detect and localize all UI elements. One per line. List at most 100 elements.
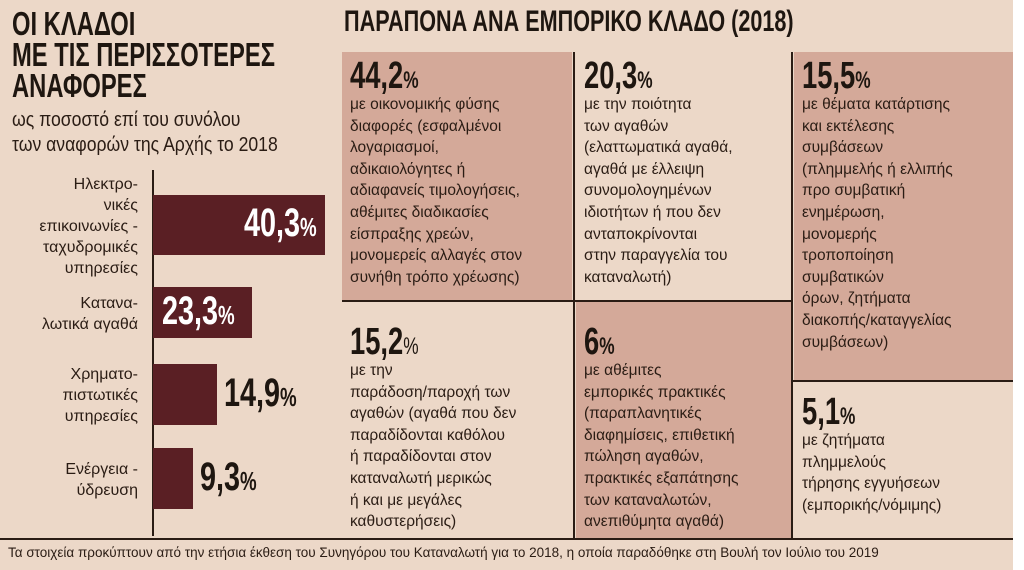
bar	[153, 448, 193, 509]
data-label: 23,3%	[162, 288, 235, 333]
category-line: υπηρεσίες	[64, 408, 138, 425]
description-line: με την	[350, 362, 393, 379]
description-line: (εμπορικής/νόμιμης)	[802, 496, 942, 514]
category-line: νικές	[103, 196, 138, 214]
complaint-description: με αθέμιτες εμπορικές πρακτικές (παραπλανη…	[584, 360, 792, 533]
description-line: στην παραγγελία του	[584, 247, 728, 265]
description-line: αγαθών (αγαθά που δεν	[350, 405, 517, 423]
chart-subtitle: ως ποσοστό επί του συνόλου των αναφορών …	[12, 108, 278, 158]
description-line: συμβατικών	[802, 268, 884, 286]
description-line: των αγαθών	[584, 117, 669, 135]
complaint-percentage: 44,2%	[350, 55, 419, 97]
description-line: ανταποκρίνονται	[584, 225, 698, 243]
data-label: 9,3%	[199, 454, 257, 499]
description-line: ή παραδίδονται στον	[350, 448, 492, 466]
description-line: των καταναλωτών,	[584, 491, 712, 509]
description-line: και εκτέλεσης	[802, 117, 895, 135]
complaint-box: 20,3% με την ποιότητα των αγαθών (ελαττωματ…	[576, 52, 790, 300]
category-line: επικοινωνίες -	[39, 217, 138, 235]
description-line: συμβάσεων)	[802, 333, 889, 351]
description-line: (πλημμελής ή ελλιπής	[802, 160, 953, 178]
category-line: Ενέργεια -	[65, 460, 138, 478]
description-line: αθέμιτες διαδικασίες	[350, 203, 489, 221]
description-line: με ζητήματα	[802, 432, 885, 449]
description-line: (ελαττωματικά αγαθά,	[584, 139, 733, 157]
description-line: ενημέρωση,	[802, 203, 885, 221]
category-line: Κατανα-	[80, 294, 138, 312]
description-line: αδιαφανείς τιμολογήσεις,	[350, 182, 520, 200]
description-line: συμβάσεων	[802, 139, 884, 157]
data-label: 40,3%	[244, 201, 317, 245]
complaint-percentage: 15,2%	[350, 321, 419, 363]
complaint-box: 15,5% με θέματα κατάρτισης και εκτέλεσης συ…	[794, 52, 1013, 380]
category-line: πιστωτικές	[62, 387, 138, 404]
bar	[153, 195, 326, 255]
description-line: πώληση αγαθών,	[584, 448, 704, 466]
description-line: τροποποίηση	[802, 247, 894, 265]
description-line: εμπορικές πρακτικές	[584, 383, 726, 401]
complaint-box: 15,2% με την παράδοση/παροχή των αγαθών (αγ…	[342, 302, 574, 538]
complaint-description: με οικονομικής φύσης διαφορές (εσφαλμένοι…	[350, 94, 572, 288]
divider	[342, 300, 792, 302]
complaint-description: με την παράδοση/παροχή των αγαθών (αγαθά π…	[350, 360, 574, 533]
title-line: ΟΙ ΚΛΑΔΟΙ	[12, 5, 136, 42]
description-line: πρακτικές εξαπάτησης	[584, 469, 739, 487]
description-line: (παραπλανητικές	[584, 405, 702, 423]
title-line: ΜΕ ΤΙΣ ΠΕΡΙΣΣΟΤΕΡΕΣ	[12, 36, 275, 73]
subtitle-line: ως ποσοστό επί του συνόλου	[12, 109, 241, 131]
title-line: ΑΝΑΦΟΡΕΣ	[12, 67, 147, 104]
divider	[791, 52, 793, 540]
description-line: είσπραξης χρεών,	[350, 225, 474, 243]
description-line: ανεπιθύμητα αγαθά)	[584, 513, 724, 531]
category-label: Ενέργεια - ύδρευση	[65, 459, 138, 501]
description-line: ή και με μεγάλες	[350, 491, 463, 509]
complaint-percentage: 6%	[584, 321, 615, 363]
category-line: υπηρεσίες	[64, 259, 138, 277]
category-line: λωτικά αγαθά	[41, 315, 138, 333]
category-label: Κατανα-λωτικά αγαθά	[42, 293, 138, 335]
description-line: καθυστερήσεις)	[350, 513, 457, 531]
category-line: Χρηματο-	[70, 366, 138, 383]
source-note: Τα στοιχεία προκύπτουν από την ετήσια έκ…	[8, 545, 879, 560]
category-label: Ηλεκτρο-νικές επικοινωνίες - ταχυδρομικές υ…	[39, 174, 138, 279]
description-line: καταναλωτή)	[584, 268, 672, 286]
description-line: με την ποιότητα	[584, 96, 692, 113]
complaint-box: 5,1% με ζητήματα πλημμελούς τήρησης εγγυήσε…	[794, 382, 1013, 538]
divider	[0, 538, 1013, 540]
description-line: διακοπής/καταγγελίας	[802, 311, 952, 329]
description-line: πλημμελούς	[802, 453, 886, 471]
description-line: συνήθη τρόπο χρέωσης)	[350, 268, 520, 286]
divider	[793, 380, 1013, 382]
description-line: μονομερής	[802, 225, 877, 243]
data-label: 14,9%	[223, 370, 297, 415]
complaint-box: 6% με αθέμιτες εμπορικές πρακτικές (παραπλα…	[576, 302, 792, 538]
right-panel-title: ΠΑΡΑΠΟΝΑ ΑΝΑ ΕΜΠΟΡΙΚΟ ΚΛΑΔΟ (2018)	[344, 6, 968, 38]
divider	[573, 52, 575, 540]
description-line: όρων, ζητήματα	[802, 290, 911, 308]
description-line: αδικαιολόγητες ή	[350, 160, 466, 178]
complaint-description: με ζητήματα πλημμελούς τήρησης εγγυήσεων (ε…	[802, 430, 1013, 516]
category-line: Ηλεκτρο-	[73, 175, 138, 193]
complaint-description: με την ποιότητα των αγαθών (ελαττωματικά α…	[584, 94, 790, 288]
category-line: ύδρευση	[76, 481, 138, 499]
description-line: με θέματα κατάρτισης	[802, 96, 950, 113]
description-line: τήρησης εγγυήσεων	[802, 475, 940, 493]
description-line: ιδιοτήτων ή που δεν	[584, 203, 721, 221]
description-line: με αθέμιτες	[584, 362, 662, 379]
subtitle-line: των αναφορών της Αρχής το 2018	[12, 134, 278, 156]
complaint-box: 44,2% με οικονομικής φύσης διαφορές (εσφαλ…	[342, 52, 572, 300]
description-line: παράδοση/παροχή των	[350, 383, 511, 401]
description-line: λογαριασμοί,	[350, 139, 439, 157]
complaint-percentage: 20,3%	[584, 55, 653, 97]
title-text: ΠΑΡΑΠΟΝΑ ΑΝΑ ΕΜΠΟΡΙΚΟ ΚΛΑΔΟ (2018)	[344, 5, 794, 38]
description-line: συνομολογημένων	[584, 182, 712, 200]
description-line: μονομερείς αλλαγές στον	[350, 247, 523, 265]
axis-line	[152, 170, 154, 536]
description-line: καταναλωτή μερικώς	[350, 469, 492, 487]
chart-title: ΟΙ ΚΛΑΔΟΙ ΜΕ ΤΙΣ ΠΕΡΙΣΣΟΤΕΡΕΣ ΑΝΑΦΟΡΕΣ	[12, 5, 377, 104]
complaint-percentage: 5,1%	[802, 391, 856, 433]
description-line: αγαθά με έλλειψη	[584, 160, 705, 178]
bar	[153, 287, 253, 338]
complaint-percentage: 15,5%	[802, 55, 871, 97]
complaint-description: με θέματα κατάρτισης και εκτέλεσης συμβάσε…	[802, 94, 1013, 353]
